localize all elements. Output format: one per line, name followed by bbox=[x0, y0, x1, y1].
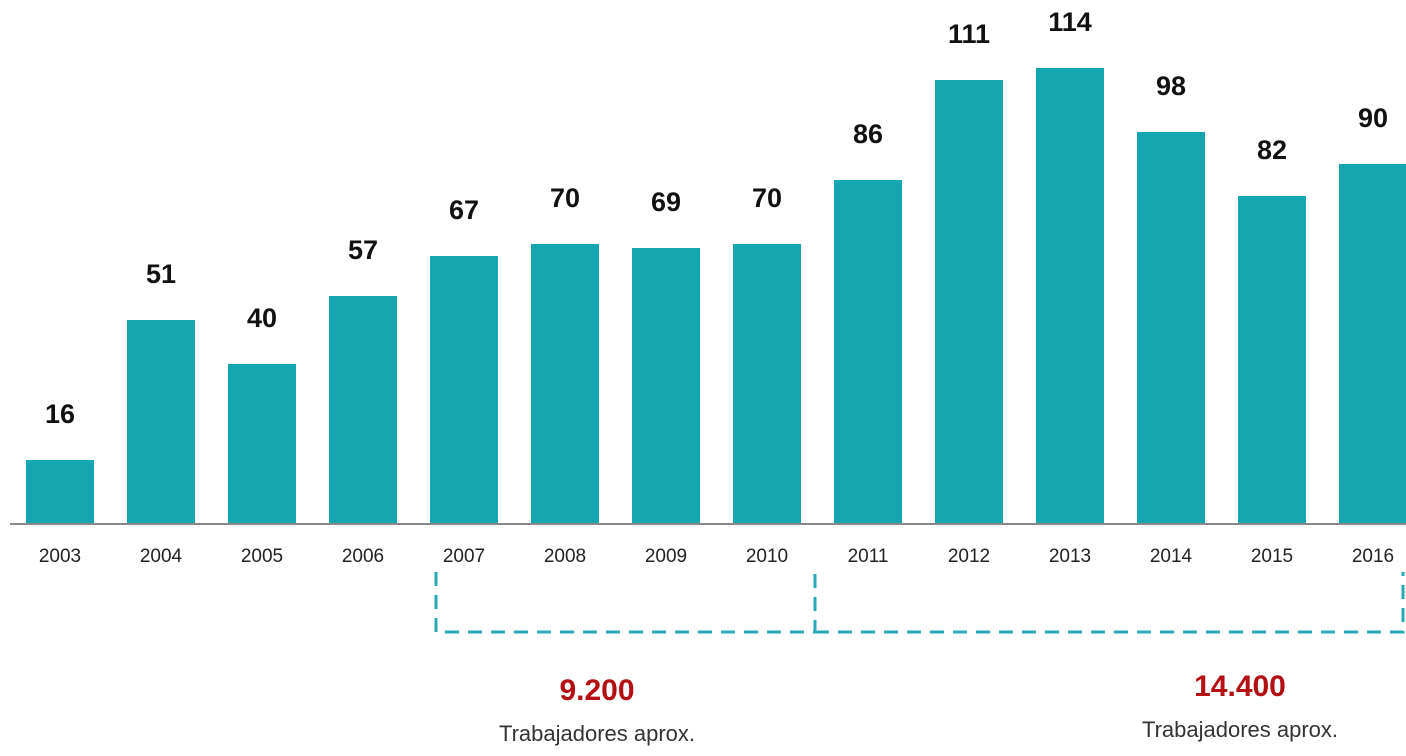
value-label: 98 bbox=[1156, 71, 1186, 101]
x-tick-label: 2011 bbox=[848, 546, 889, 567]
x-tick-label: 2008 bbox=[544, 546, 586, 567]
x-tick-label: 2009 bbox=[645, 546, 687, 567]
bar bbox=[430, 256, 498, 524]
x-tick-label: 2003 bbox=[39, 546, 81, 567]
bar bbox=[834, 180, 902, 524]
annotation-value: 14.400 bbox=[1194, 670, 1286, 703]
bar bbox=[935, 80, 1003, 524]
bar bbox=[1238, 196, 1306, 524]
x-tick-label: 2007 bbox=[443, 546, 485, 567]
bar bbox=[26, 460, 94, 524]
bar bbox=[733, 244, 801, 524]
value-label: 40 bbox=[247, 303, 277, 333]
x-tick-label: 2004 bbox=[140, 546, 183, 567]
x-tick-label: 2005 bbox=[241, 546, 283, 567]
bar bbox=[228, 364, 296, 524]
x-tick-label: 2012 bbox=[948, 546, 990, 567]
bar bbox=[1339, 164, 1406, 524]
annotation-text: Trabajadores aprox. bbox=[1142, 717, 1338, 742]
annotation-value: 9.200 bbox=[559, 674, 634, 707]
bar bbox=[1137, 132, 1205, 524]
x-tick-label: 2010 bbox=[746, 546, 788, 567]
bar bbox=[1036, 68, 1104, 524]
value-label: 82 bbox=[1257, 135, 1287, 165]
value-label: 57 bbox=[348, 235, 378, 265]
bar bbox=[531, 244, 599, 524]
value-label: 86 bbox=[853, 119, 883, 149]
x-tick-label: 2016 bbox=[1352, 546, 1394, 567]
value-label: 70 bbox=[550, 183, 580, 213]
annotation-text: Trabajadores aprox. bbox=[499, 721, 695, 746]
x-tick-label: 2014 bbox=[1150, 546, 1193, 567]
value-label: 111 bbox=[948, 19, 990, 49]
value-label: 70 bbox=[752, 183, 782, 213]
bracket bbox=[815, 572, 1405, 634]
bar bbox=[632, 248, 700, 524]
value-label: 16 bbox=[45, 399, 75, 429]
value-label: 69 bbox=[651, 187, 681, 217]
bar bbox=[127, 320, 195, 524]
value-label: 90 bbox=[1358, 103, 1388, 133]
bar bbox=[329, 296, 397, 524]
value-label: 67 bbox=[449, 195, 479, 225]
value-label: 114 bbox=[1048, 7, 1092, 37]
x-tick-label: 2015 bbox=[1251, 546, 1293, 567]
x-tick-label: 2013 bbox=[1049, 546, 1091, 567]
x-tick-label: 2006 bbox=[342, 546, 384, 567]
value-label: 51 bbox=[146, 259, 176, 289]
bracket bbox=[434, 572, 817, 634]
